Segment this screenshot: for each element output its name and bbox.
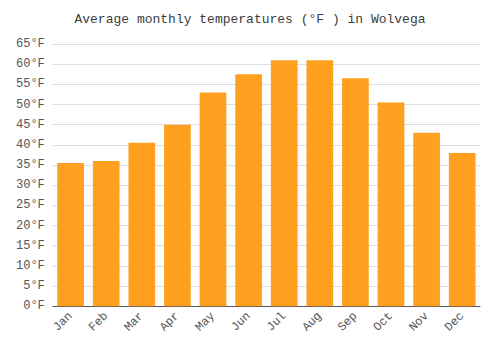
svg-text:45°F: 45°F bbox=[16, 118, 45, 132]
svg-text:25°F: 25°F bbox=[16, 198, 45, 212]
svg-text:Jun: Jun bbox=[228, 309, 253, 334]
svg-text:50°F: 50°F bbox=[16, 98, 45, 112]
svg-text:20°F: 20°F bbox=[16, 219, 45, 233]
svg-text:10°F: 10°F bbox=[16, 259, 45, 273]
svg-text:Aug: Aug bbox=[300, 309, 325, 334]
svg-text:May: May bbox=[193, 309, 218, 334]
svg-text:55°F: 55°F bbox=[16, 77, 45, 91]
svg-text:Dec: Dec bbox=[442, 309, 467, 334]
svg-text:15°F: 15°F bbox=[16, 239, 45, 253]
svg-text:30°F: 30°F bbox=[16, 178, 45, 192]
svg-text:Average monthly temperatures (: Average monthly temperatures (°F ) in Wo… bbox=[74, 12, 425, 27]
svg-text:Jan: Jan bbox=[50, 309, 75, 334]
svg-text:Mar: Mar bbox=[122, 309, 147, 334]
svg-text:Sep: Sep bbox=[335, 309, 360, 334]
svg-text:60°F: 60°F bbox=[16, 57, 45, 71]
svg-text:Feb: Feb bbox=[86, 309, 111, 334]
svg-text:65°F: 65°F bbox=[16, 37, 45, 51]
svg-text:35°F: 35°F bbox=[16, 158, 45, 172]
svg-text:Apr: Apr bbox=[157, 309, 182, 334]
svg-text:Nov: Nov bbox=[406, 309, 431, 334]
svg-text:40°F: 40°F bbox=[16, 138, 45, 152]
svg-text:Jul: Jul bbox=[264, 309, 289, 334]
svg-text:5°F: 5°F bbox=[23, 279, 45, 293]
svg-text:Oct: Oct bbox=[371, 309, 396, 334]
svg-text:0°F: 0°F bbox=[23, 299, 45, 313]
